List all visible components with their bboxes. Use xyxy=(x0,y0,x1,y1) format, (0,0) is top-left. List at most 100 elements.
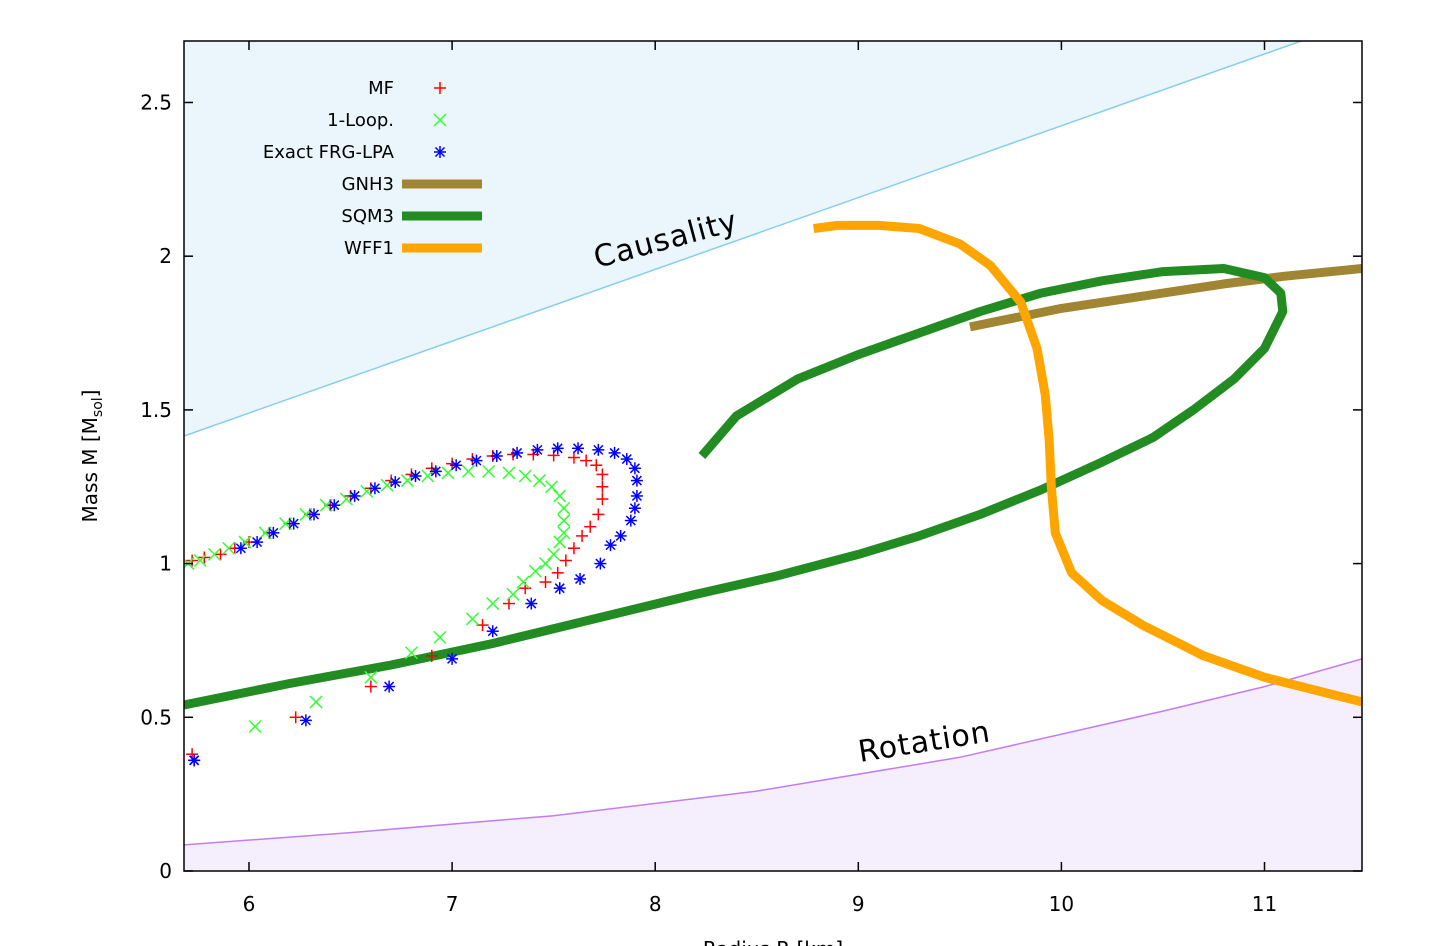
point-exact-frg-lpa xyxy=(490,450,503,462)
point-1-loop xyxy=(557,501,571,515)
point-mf xyxy=(567,451,580,464)
point-mf xyxy=(214,548,227,561)
point-exact-frg-lpa xyxy=(383,680,396,693)
point-1-loop xyxy=(528,564,542,578)
point-exact-frg-lpa xyxy=(551,442,564,455)
point-1-loop xyxy=(486,597,500,611)
point-1-loop xyxy=(518,469,532,483)
point-exact-frg-lpa xyxy=(628,502,641,515)
legend: MF 1-Loop. Exact FRG-LPA GNH3 SQM3 WFF1 xyxy=(263,78,482,259)
point-1-loop xyxy=(360,484,374,498)
point-exact-frg-lpa xyxy=(531,443,544,456)
point-exact-frg-lpa xyxy=(604,539,617,552)
point-1-loop xyxy=(553,535,567,549)
point-exact-frg-lpa xyxy=(624,514,637,527)
point-exact-frg-lpa xyxy=(630,489,643,502)
point-mf xyxy=(567,542,580,555)
x-tick-label: 6 xyxy=(243,892,256,916)
point-mf xyxy=(592,508,605,521)
point-exact-frg-lpa xyxy=(450,459,463,472)
point-exact-frg-lpa xyxy=(389,476,402,489)
series-exact-frg-lpa xyxy=(188,442,643,767)
point-exact-frg-lpa xyxy=(446,652,459,665)
x-tick-label: 8 xyxy=(649,892,662,916)
legend-item-wff1: WFF1 xyxy=(344,238,482,259)
point-exact-frg-lpa xyxy=(511,446,524,459)
legend-label: MF xyxy=(368,78,394,99)
point-1-loop xyxy=(465,612,479,626)
series-mf xyxy=(186,448,609,761)
x-tick-label: 10 xyxy=(1049,892,1074,916)
point-1-loop xyxy=(309,695,323,709)
legend-label: Exact FRG-LPA xyxy=(263,142,395,163)
point-1-loop xyxy=(545,480,559,494)
legend-label: GNH3 xyxy=(342,174,394,195)
point-exact-frg-lpa xyxy=(287,517,300,530)
point-1-loop xyxy=(538,557,553,571)
point-exact-frg-lpa xyxy=(328,499,341,512)
point-exact-frg-lpa xyxy=(572,442,585,455)
point-mf xyxy=(476,619,489,632)
point-1-loop xyxy=(516,575,530,589)
point-exact-frg-lpa xyxy=(470,454,483,467)
point-exact-frg-lpa xyxy=(299,714,312,727)
legend-item-exact-frg-lpa: Exact FRG-LPA xyxy=(263,142,446,163)
x-tick-label: 7 xyxy=(446,892,459,916)
point-exact-frg-lpa xyxy=(429,465,442,478)
point-mf xyxy=(584,520,597,533)
series-line-wff1 xyxy=(813,220,1362,707)
legend-item-mf: MF xyxy=(368,78,446,99)
y-tick-label: 2 xyxy=(159,244,172,268)
point-1-loop xyxy=(222,541,236,555)
point-1-loop xyxy=(193,553,207,568)
point-exact-frg-lpa xyxy=(553,582,566,595)
point-1-loop xyxy=(553,489,567,503)
point-1-loop xyxy=(557,526,571,540)
point-mf xyxy=(502,597,515,610)
point-1-loop xyxy=(482,464,496,478)
point-mf xyxy=(551,566,564,579)
point-1-loop xyxy=(532,474,546,488)
point-exact-frg-lpa xyxy=(592,443,605,456)
point-exact-frg-lpa xyxy=(594,557,607,570)
point-exact-frg-lpa xyxy=(267,526,280,539)
point-mf xyxy=(559,554,572,567)
rotation-boundary-line xyxy=(184,658,1362,846)
y-tick-label: 0.5 xyxy=(140,705,172,729)
point-1-loop xyxy=(547,547,561,561)
point-exact-frg-lpa xyxy=(368,482,381,495)
point-1-loop xyxy=(502,466,516,480)
point-mf xyxy=(590,459,603,472)
point-1-loop xyxy=(404,646,419,660)
x-axis-label: Radius R [km] xyxy=(703,937,843,946)
point-exact-frg-lpa xyxy=(620,453,633,466)
point-exact-frg-lpa xyxy=(525,597,538,610)
point-exact-frg-lpa xyxy=(608,446,621,459)
point-exact-frg-lpa xyxy=(574,572,587,585)
point-mf xyxy=(425,649,438,662)
point-1-loop xyxy=(557,514,571,528)
plot-frame xyxy=(183,40,1363,872)
point-exact-frg-lpa xyxy=(630,474,643,487)
point-1-loop xyxy=(461,464,475,478)
point-1-loop xyxy=(506,587,520,601)
point-mf xyxy=(364,680,377,693)
y-axis-label-sub: sol xyxy=(90,397,106,417)
x-tick-label: 9 xyxy=(852,892,865,916)
point-mf xyxy=(576,529,589,542)
legend-item-1-loop: 1-Loop. xyxy=(327,110,447,131)
y-tick-label: 0 xyxy=(159,859,172,883)
point-exact-frg-lpa xyxy=(628,462,641,475)
point-exact-frg-lpa xyxy=(486,625,499,638)
series-line-sqm3 xyxy=(184,264,1288,710)
rotation-region xyxy=(184,658,1362,871)
legend-marker xyxy=(433,113,447,127)
legend-label: SQM3 xyxy=(341,206,394,227)
point-mf xyxy=(596,480,609,493)
point-mf xyxy=(596,493,609,506)
legend-label: WFF1 xyxy=(344,238,394,259)
point-mf xyxy=(596,468,609,481)
y-tick-label: 1 xyxy=(159,552,172,576)
legend-marker xyxy=(434,82,446,94)
